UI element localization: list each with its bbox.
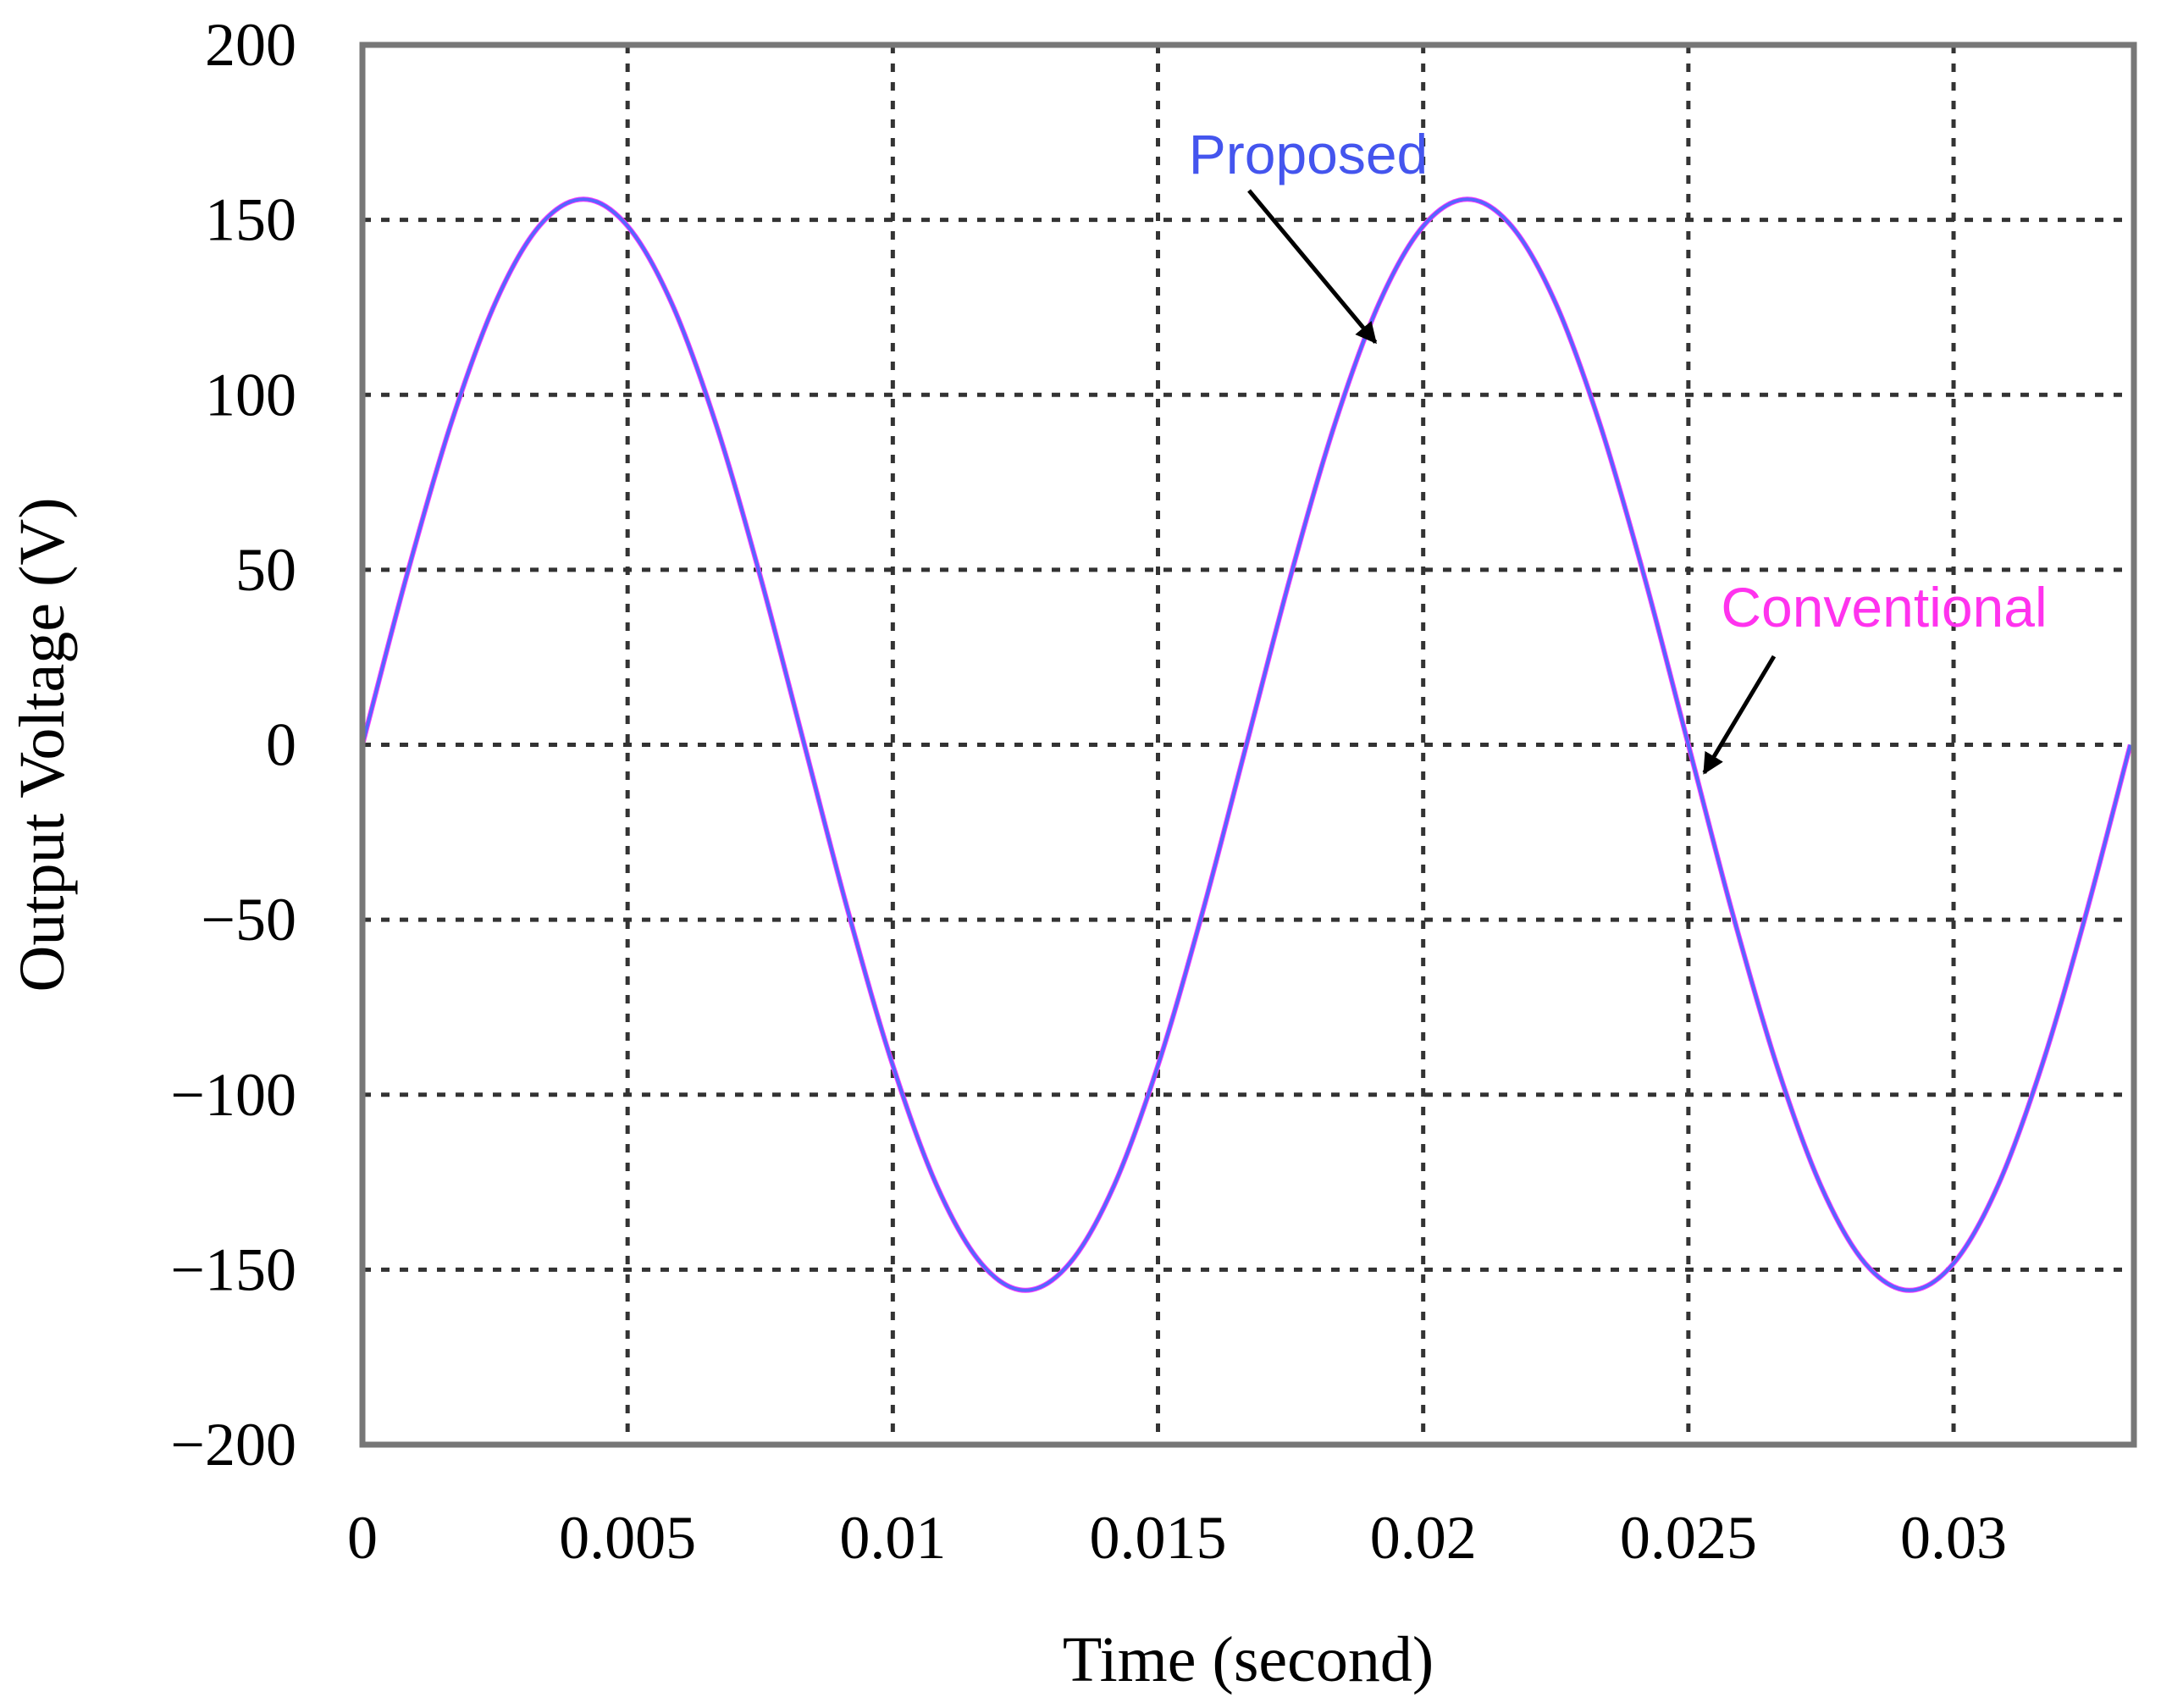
x-tick-label-6: 0.03 bbox=[1900, 1504, 2007, 1572]
annotation-arrow-proposed bbox=[1247, 189, 1378, 345]
y-tick-label-6: −100 bbox=[170, 1061, 296, 1129]
y-tick-label-0: 200 bbox=[205, 11, 296, 79]
x-tick-label-2: 0.01 bbox=[839, 1504, 946, 1572]
y-tick-label-8: −200 bbox=[170, 1411, 296, 1479]
annotation-label-proposed: Proposed bbox=[1189, 123, 1429, 185]
tick-labels: 0 0.005 0.01 0.015 0.02 0.025 0.03 200 150 100 50 0… bbox=[170, 11, 2007, 1572]
plot-frame bbox=[359, 41, 2137, 1448]
series-line-proposed bbox=[361, 197, 2132, 1292]
y-tick-label-5: −50 bbox=[201, 886, 296, 953]
y-tick-label-7: −150 bbox=[170, 1235, 296, 1303]
x-tick-label-0: 0 bbox=[347, 1504, 378, 1572]
grid bbox=[362, 45, 2134, 1445]
series-lines bbox=[360, 196, 2133, 1293]
annotations: Proposed Conventional bbox=[1189, 123, 2048, 775]
y-axis-title: Output Voltage (V) bbox=[7, 497, 78, 992]
x-tick-label-3: 0.015 bbox=[1090, 1504, 1227, 1572]
annotation-arrow-conventional bbox=[1702, 655, 1777, 775]
y-tick-label-2: 100 bbox=[205, 361, 296, 428]
x-tick-label-4: 0.02 bbox=[1370, 1504, 1477, 1572]
x-tick-label-5: 0.025 bbox=[1620, 1504, 1757, 1572]
x-tick-label-1: 0.005 bbox=[559, 1504, 696, 1572]
x-axis-title: Time (second) bbox=[1063, 1624, 1434, 1695]
annotation-label-conventional: Conventional bbox=[1721, 576, 2047, 638]
y-tick-label-3: 50 bbox=[235, 536, 296, 604]
y-tick-label-1: 150 bbox=[205, 186, 296, 254]
y-tick-label-4: 0 bbox=[266, 711, 296, 779]
